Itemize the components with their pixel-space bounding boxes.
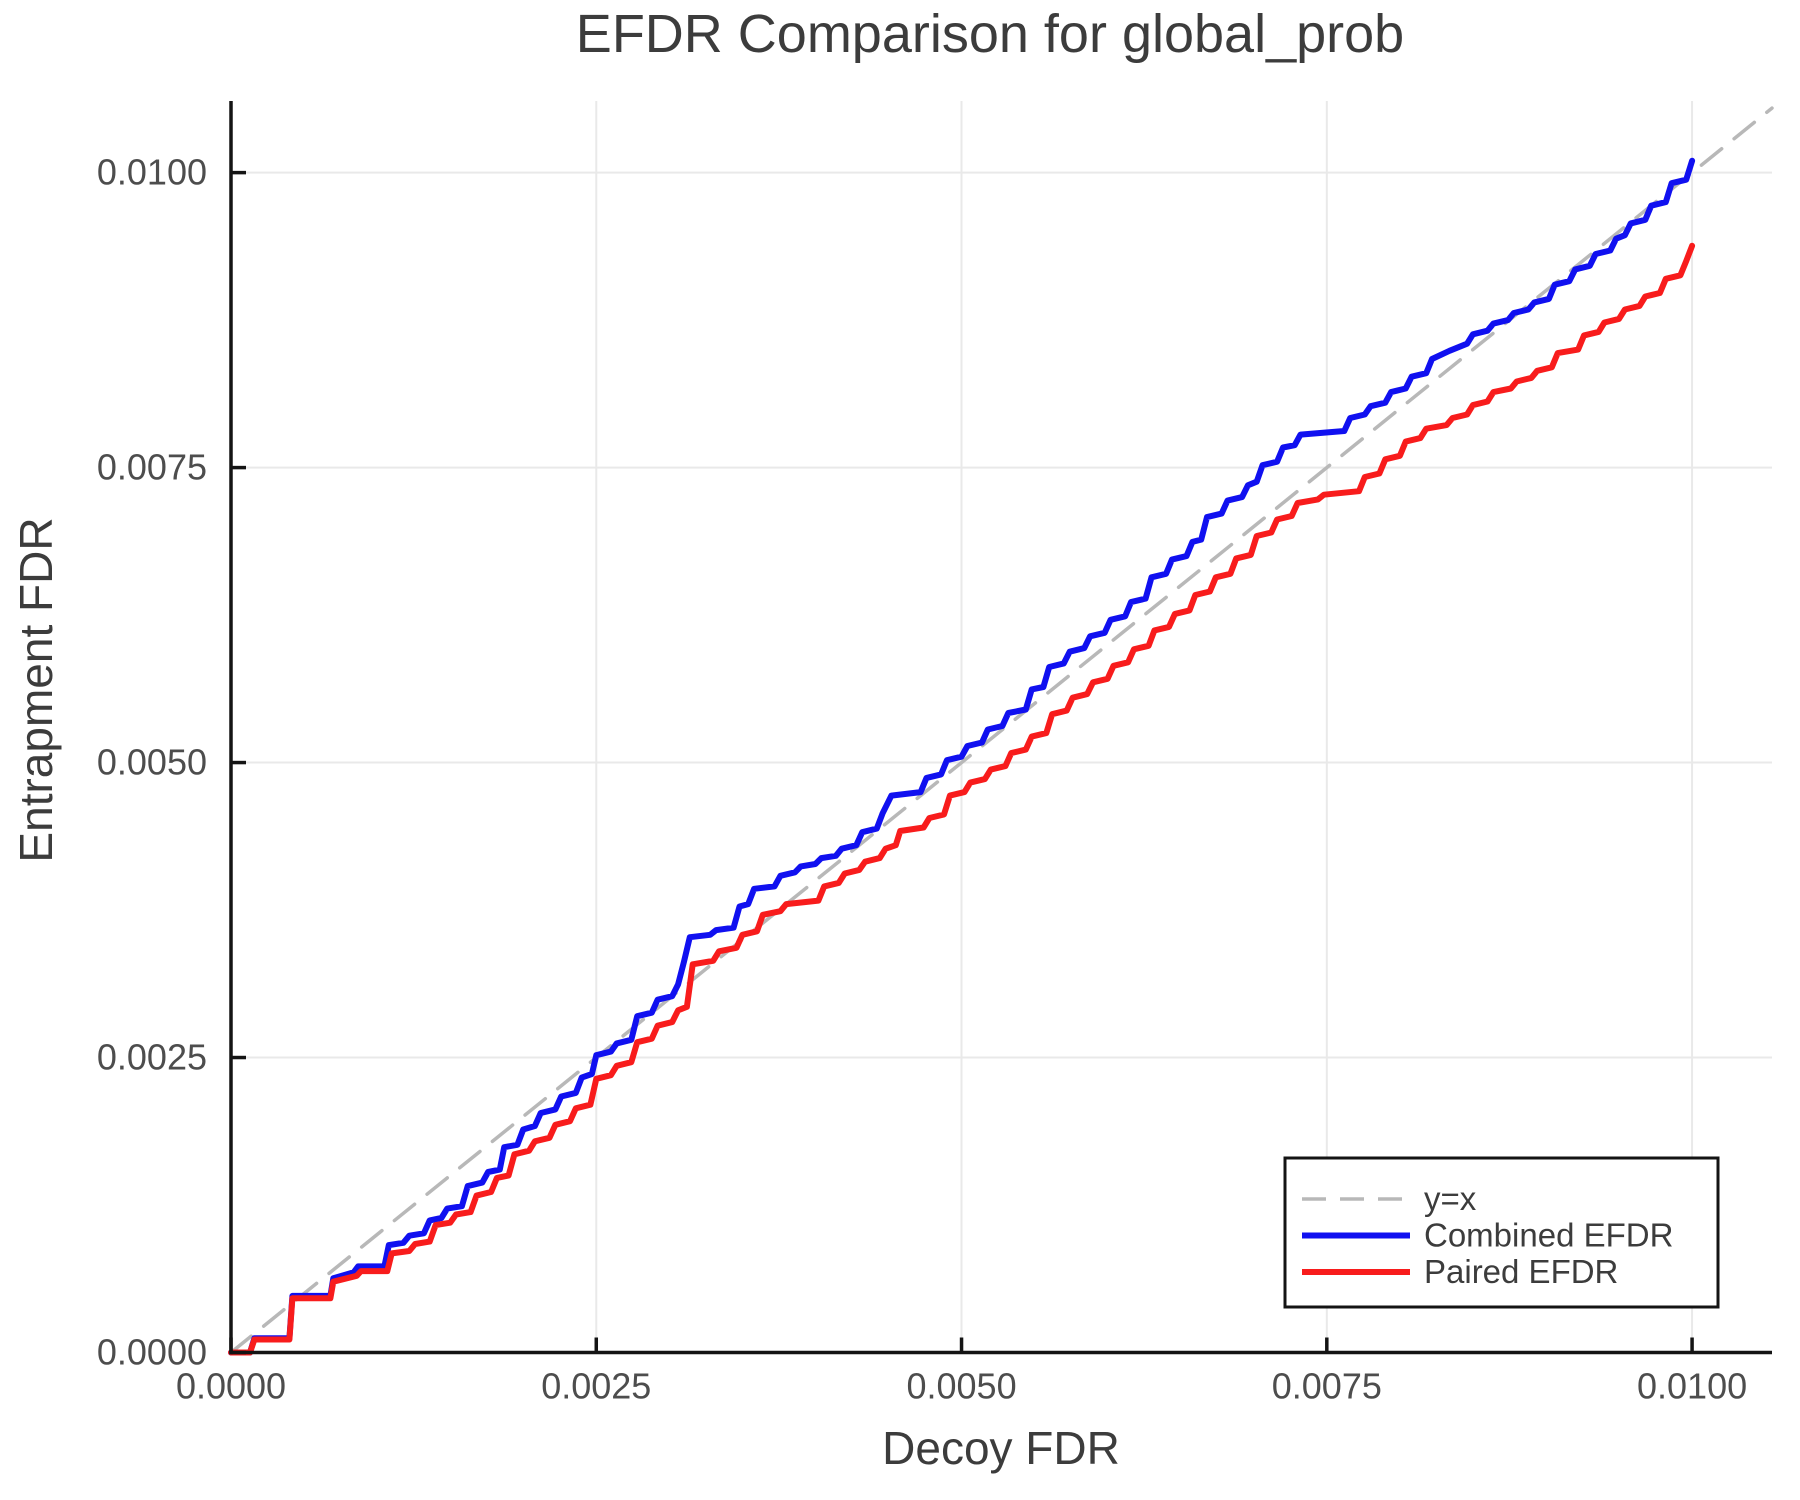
- y-tick-label: 0.0000: [97, 1332, 207, 1373]
- grid-layer: [231, 101, 1772, 1353]
- tick-label-layer: 0.0000 0.0025 0.0050 0.0075 0.0100 0.0000 0.00…: [97, 152, 1747, 1407]
- series-line-paired-efdr: [228, 242, 1696, 1356]
- axes-layer: [229, 101, 1772, 1355]
- x-tick-label: 0.0075: [1272, 1366, 1382, 1407]
- series-layer: [228, 106, 1774, 1356]
- legend-label: Combined EFDR: [1424, 1217, 1673, 1254]
- y-axis-label: Entrapment FDR: [10, 517, 62, 862]
- y-tick-label: 0.0025: [97, 1037, 207, 1078]
- x-axis-label: Decoy FDR: [882, 1422, 1120, 1474]
- y-tick-label: 0.0100: [97, 152, 207, 193]
- x-tick-label: 0.0050: [906, 1366, 1016, 1407]
- y-tick-label: 0.0075: [97, 447, 207, 488]
- x-tick-label: 0.0025: [541, 1366, 651, 1407]
- series-line-combined-efdr: [228, 157, 1696, 1356]
- x-tick-label: 0.0000: [176, 1366, 286, 1407]
- chart-title: EFDR Comparison for global_prob: [576, 4, 1404, 64]
- legend-label: y=x: [1424, 1180, 1477, 1217]
- legend-label: Paired EFDR: [1424, 1253, 1618, 1290]
- x-tick-label: 0.0100: [1637, 1366, 1747, 1407]
- y-tick-label: 0.0050: [97, 742, 207, 783]
